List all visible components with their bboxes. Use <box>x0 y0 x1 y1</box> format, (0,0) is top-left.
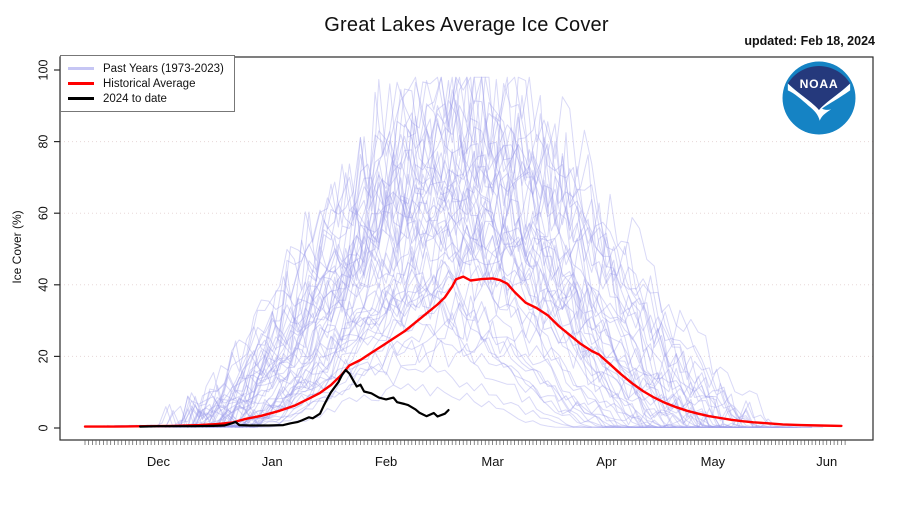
legend-item-historical-average: Historical Average <box>68 76 224 91</box>
past-year-line <box>106 76 813 428</box>
legend-swatch-historical-average <box>68 82 94 85</box>
past-year-line <box>143 134 761 428</box>
past-year-line <box>154 186 728 428</box>
past-year-line <box>110 76 801 428</box>
noaa-logo: NOAA <box>782 61 856 135</box>
past-year-line <box>140 149 757 428</box>
past-year-line <box>121 100 783 428</box>
month-label: Apr <box>596 454 617 469</box>
past-year-line <box>136 127 754 428</box>
month-label: Mar <box>481 454 504 469</box>
line-2024 <box>139 368 450 428</box>
past-year-line <box>129 114 776 428</box>
month-label: Feb <box>375 454 397 469</box>
plot-border <box>59 56 874 441</box>
past-year-line <box>125 100 779 428</box>
past-year-line <box>169 193 713 428</box>
y-tick-label: 60 <box>36 206 50 220</box>
past-year-line <box>151 187 739 428</box>
past-year-line <box>198 318 633 428</box>
past-year-line <box>162 200 706 428</box>
past-year-line <box>151 169 732 428</box>
past-year-line <box>184 272 662 428</box>
past-year-line <box>202 337 622 428</box>
historical-average-line <box>83 275 843 428</box>
past-year-line <box>180 261 666 428</box>
legend-swatch-past-years <box>68 67 94 70</box>
y-tick-label: 20 <box>36 349 50 363</box>
noaa-gull-icon <box>787 83 851 121</box>
y-tick-label: 40 <box>36 278 50 292</box>
legend-swatch-2024 <box>68 97 94 100</box>
past-year-line <box>114 76 798 428</box>
noaa-logo-text: NOAA <box>800 77 839 91</box>
past-year-line <box>147 181 743 428</box>
past-year-line <box>191 295 647 428</box>
legend-label-2024: 2024 to date <box>103 92 167 105</box>
past-year-line <box>162 195 713 428</box>
past-year-line <box>143 150 746 428</box>
past-year-line <box>107 76 813 428</box>
past-year-line <box>121 76 790 428</box>
past-year-line <box>136 144 761 428</box>
legend-label-past-years: Past Years (1973-2023) <box>103 62 224 75</box>
past-year-line <box>180 245 673 428</box>
past-year-line <box>176 242 684 428</box>
past-year-line <box>125 99 779 428</box>
updated-label: updated: Feb 18, 2024 <box>744 34 875 48</box>
legend-label-historical-average: Historical Average <box>103 77 196 90</box>
y-tick-label: 80 <box>36 135 50 149</box>
past-year-line <box>165 210 702 428</box>
legend: Past Years (1973-2023) Historical Averag… <box>60 55 235 112</box>
y-tick-label: 100 <box>36 60 50 81</box>
noaa-logo-fan <box>787 66 851 111</box>
chart-title: Great Lakes Average Ice Cover <box>324 14 609 36</box>
y-tick-label: 0 <box>36 424 50 431</box>
past-year-line <box>140 143 750 428</box>
past-year-line <box>169 207 699 428</box>
month-label: May <box>701 454 726 469</box>
past-year-line <box>191 291 647 428</box>
month-label: Jun <box>816 454 837 469</box>
legend-item-2024: 2024 to date <box>68 91 224 106</box>
month-label: Jan <box>262 454 283 469</box>
past-year-line <box>195 312 644 428</box>
past-year-line <box>117 76 794 428</box>
past-year-line <box>158 186 717 428</box>
past-year-line <box>187 288 658 428</box>
past-year-line <box>143 148 746 428</box>
past-year-line <box>158 185 732 428</box>
past-year-line <box>176 260 677 428</box>
past-year-line <box>176 250 677 428</box>
past-year-line <box>103 76 824 428</box>
month-label: Dec <box>147 454 171 469</box>
past-year-line <box>132 112 765 428</box>
past-year-line <box>114 76 798 428</box>
legend-item-past-years: Past Years (1973-2023) <box>68 61 224 76</box>
past-year-line <box>147 149 743 428</box>
